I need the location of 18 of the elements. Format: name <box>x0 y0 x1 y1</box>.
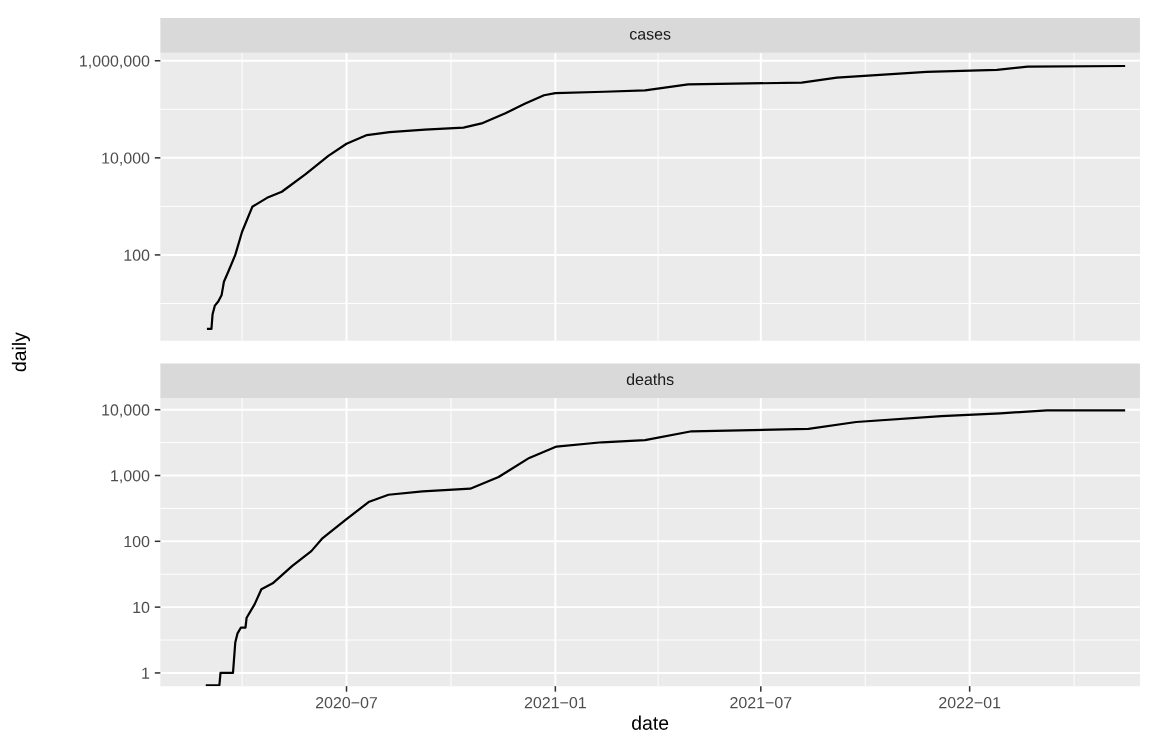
x-axis-title: date <box>632 715 669 730</box>
chart-title: cases <box>629 30 671 40</box>
y-tick-label: 100 <box>124 249 150 261</box>
y-tick-label: 1,000,000 <box>80 55 150 69</box>
y-tick-label: 10,000 <box>102 404 150 418</box>
y-tick-label: 1,000 <box>111 470 150 484</box>
x-tick-label: 2022−01 <box>939 696 1001 709</box>
x-tick-label: 2021−07 <box>730 696 792 709</box>
line-series <box>205 409 1126 687</box>
y-tick-label: 10,000 <box>102 152 150 166</box>
x-tick-label: 2020−07 <box>316 696 378 709</box>
chart-title: deaths <box>626 373 674 386</box>
x-tick-label: 2021−01 <box>524 696 586 709</box>
y-tick-label: 1 <box>142 667 150 679</box>
y-tick-label: 100 <box>124 535 150 548</box>
line-series <box>206 64 1126 330</box>
y-axis-title: daily <box>11 332 30 372</box>
y-tick-label: 10 <box>133 601 150 614</box>
